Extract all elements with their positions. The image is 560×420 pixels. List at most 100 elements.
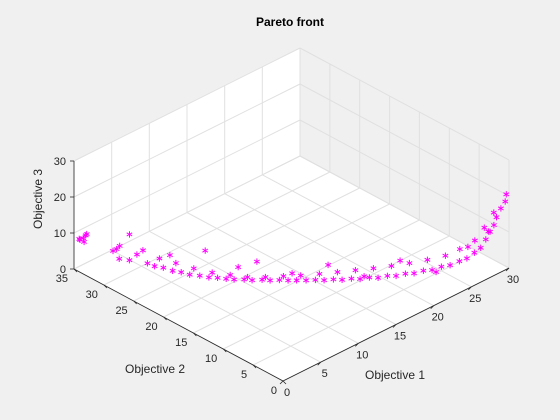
z-gridline (73, 83, 301, 198)
pareto-point (352, 267, 359, 274)
pareto-point (384, 272, 391, 280)
pareto-point (178, 269, 185, 276)
x-tick-mark (430, 305, 434, 309)
pareto-point (325, 261, 332, 269)
y-tick-mark (193, 332, 197, 337)
pareto-point (487, 228, 494, 235)
pareto-point (186, 271, 193, 278)
pareto-point (402, 270, 409, 277)
pareto-point (433, 268, 440, 276)
pareto-point (190, 265, 197, 272)
pareto-point (151, 263, 158, 270)
pareto-point (235, 263, 242, 271)
y-gridline (223, 235, 450, 350)
pareto-point (463, 255, 470, 262)
pareto-point (172, 259, 179, 267)
pareto-point (227, 271, 234, 279)
pareto-point (116, 255, 123, 262)
pareto-point (330, 276, 337, 283)
y-tick-mark (252, 364, 257, 369)
pareto-point (196, 272, 203, 279)
z-tick-label: 20 (54, 192, 66, 204)
pareto-point (267, 277, 274, 284)
x-tick-mark (505, 267, 510, 272)
pareto-point (280, 273, 287, 280)
pareto-point (80, 234, 87, 242)
pareto-point (503, 191, 510, 198)
pareto-point (133, 251, 140, 258)
pareto-point (481, 224, 488, 231)
pareto-point (424, 256, 431, 263)
pareto-point (393, 272, 400, 280)
pareto-point (456, 245, 463, 253)
pareto-point (209, 269, 216, 276)
pareto-point (497, 205, 504, 212)
pareto-point (126, 257, 133, 264)
pareto-point (477, 244, 484, 251)
pareto-point (411, 270, 418, 277)
pareto-point (81, 238, 88, 246)
x-tick-label: 30 (507, 274, 519, 286)
pareto-point (285, 277, 292, 284)
pareto-point (139, 247, 146, 254)
z-gridline (299, 155, 510, 269)
pareto-point (366, 274, 373, 281)
z-gridline (299, 47, 510, 161)
y-tick-mark (282, 380, 287, 385)
pareto-point (82, 232, 89, 239)
pareto-point (420, 267, 427, 274)
x-tick-mark (355, 343, 359, 347)
pareto-point (303, 277, 310, 284)
y-tick-mark (73, 268, 78, 273)
pareto-point (297, 272, 304, 279)
pareto-point (205, 274, 212, 281)
pareto-point (312, 276, 319, 284)
z-gridline (299, 119, 510, 233)
pareto-point (231, 276, 238, 283)
pareto-point (276, 276, 283, 284)
y-axis-line (73, 268, 284, 382)
y-axis-label: Objective 2 (125, 362, 185, 376)
y-gridline (193, 219, 420, 334)
pareto-point (113, 245, 120, 253)
y-tick-mark (133, 300, 137, 305)
pareto-point (490, 209, 497, 216)
x-gridline (186, 212, 397, 325)
pareto-point (76, 235, 83, 243)
pareto-point (321, 277, 328, 284)
z-gridline (73, 47, 301, 162)
x-tick-mark (317, 361, 321, 366)
x-tick-mark (279, 380, 284, 385)
pareto-point (438, 263, 445, 270)
z-axis-label: Objective 3 (31, 169, 45, 229)
pareto-point (126, 231, 133, 238)
pareto-point (471, 237, 478, 244)
z-gridline (73, 119, 301, 234)
y-tick-mark (103, 284, 108, 289)
x-tick-label: 15 (394, 331, 406, 343)
x-gridline (262, 174, 472, 288)
pareto-point (447, 262, 454, 269)
pareto-point (214, 274, 221, 281)
y-gridline (163, 203, 390, 318)
x-tick-label: 10 (356, 349, 368, 361)
y-tick-mark (223, 348, 227, 353)
pareto-point (289, 270, 296, 277)
pareto-point (262, 273, 269, 281)
y-gridline (252, 251, 480, 366)
y-tick-mark (163, 316, 167, 321)
z-tick-label: 0 (60, 264, 66, 276)
x-tick-label: 20 (432, 312, 444, 324)
pareto-point (169, 267, 176, 274)
pareto-point (397, 257, 404, 264)
pareto-point (259, 276, 266, 283)
y-tick-label: 10 (205, 353, 217, 365)
pareto-point (388, 262, 395, 270)
pareto-point (253, 258, 260, 265)
y-tick-label: 15 (175, 337, 187, 349)
x-tick-label: 25 (469, 293, 481, 305)
pareto-point (339, 276, 346, 283)
x-gridline (224, 193, 434, 307)
